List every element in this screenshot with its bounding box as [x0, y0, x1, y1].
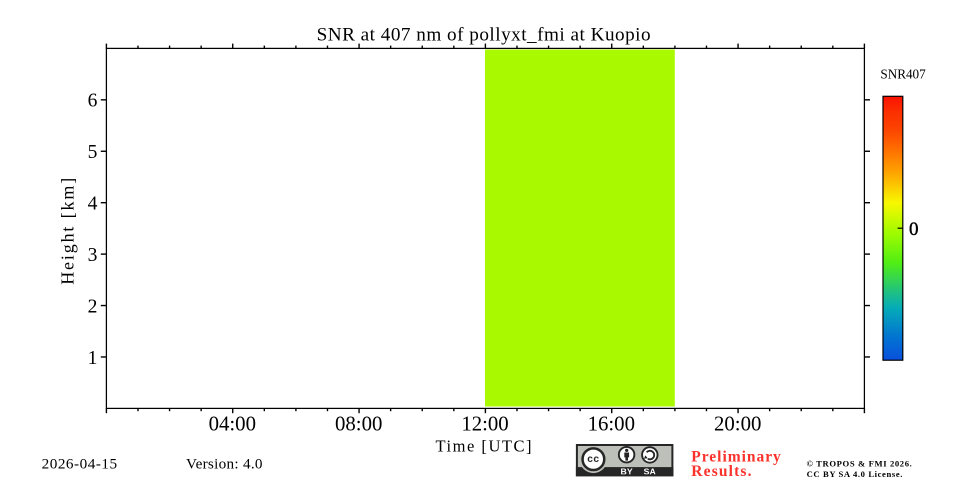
svg-text:BY: BY	[621, 467, 633, 477]
svg-text:0: 0	[909, 219, 919, 240]
svg-text:Version: 4.0: Version: 4.0	[186, 455, 263, 472]
svg-text:cc: cc	[587, 454, 599, 465]
svg-text:04:00: 04:00	[209, 413, 256, 436]
svg-text:SA: SA	[644, 467, 657, 477]
svg-text:2026-04-15: 2026-04-15	[42, 455, 118, 472]
svg-text:CC BY SA 4.0 License.: CC BY SA 4.0 License.	[807, 469, 903, 479]
svg-text:16:00: 16:00	[588, 413, 635, 436]
svg-text:SNR407: SNR407	[880, 66, 926, 81]
svg-text:1: 1	[88, 348, 98, 369]
svg-text:20:00: 20:00	[714, 413, 761, 436]
svg-text:Results.: Results.	[691, 463, 751, 480]
svg-text:Time [UTC]: Time [UTC]	[436, 436, 532, 455]
svg-text:Preliminary: Preliminary	[691, 449, 781, 466]
svg-text:© TROPOS & FMI 2026.: © TROPOS & FMI 2026.	[807, 459, 912, 469]
svg-text:5: 5	[88, 142, 98, 163]
svg-text:4: 4	[88, 194, 98, 215]
svg-text:2: 2	[88, 296, 98, 317]
svg-text:SNR at 407 nm of pollyxt_fmi a: SNR at 407 nm of pollyxt_fmi at Kuopio	[317, 25, 651, 46]
svg-text:08:00: 08:00	[335, 413, 382, 436]
svg-text:Height [km]: Height [km]	[57, 178, 77, 285]
svg-text:12:00: 12:00	[461, 413, 508, 436]
svg-text:6: 6	[88, 91, 98, 112]
svg-text:3: 3	[88, 245, 98, 266]
